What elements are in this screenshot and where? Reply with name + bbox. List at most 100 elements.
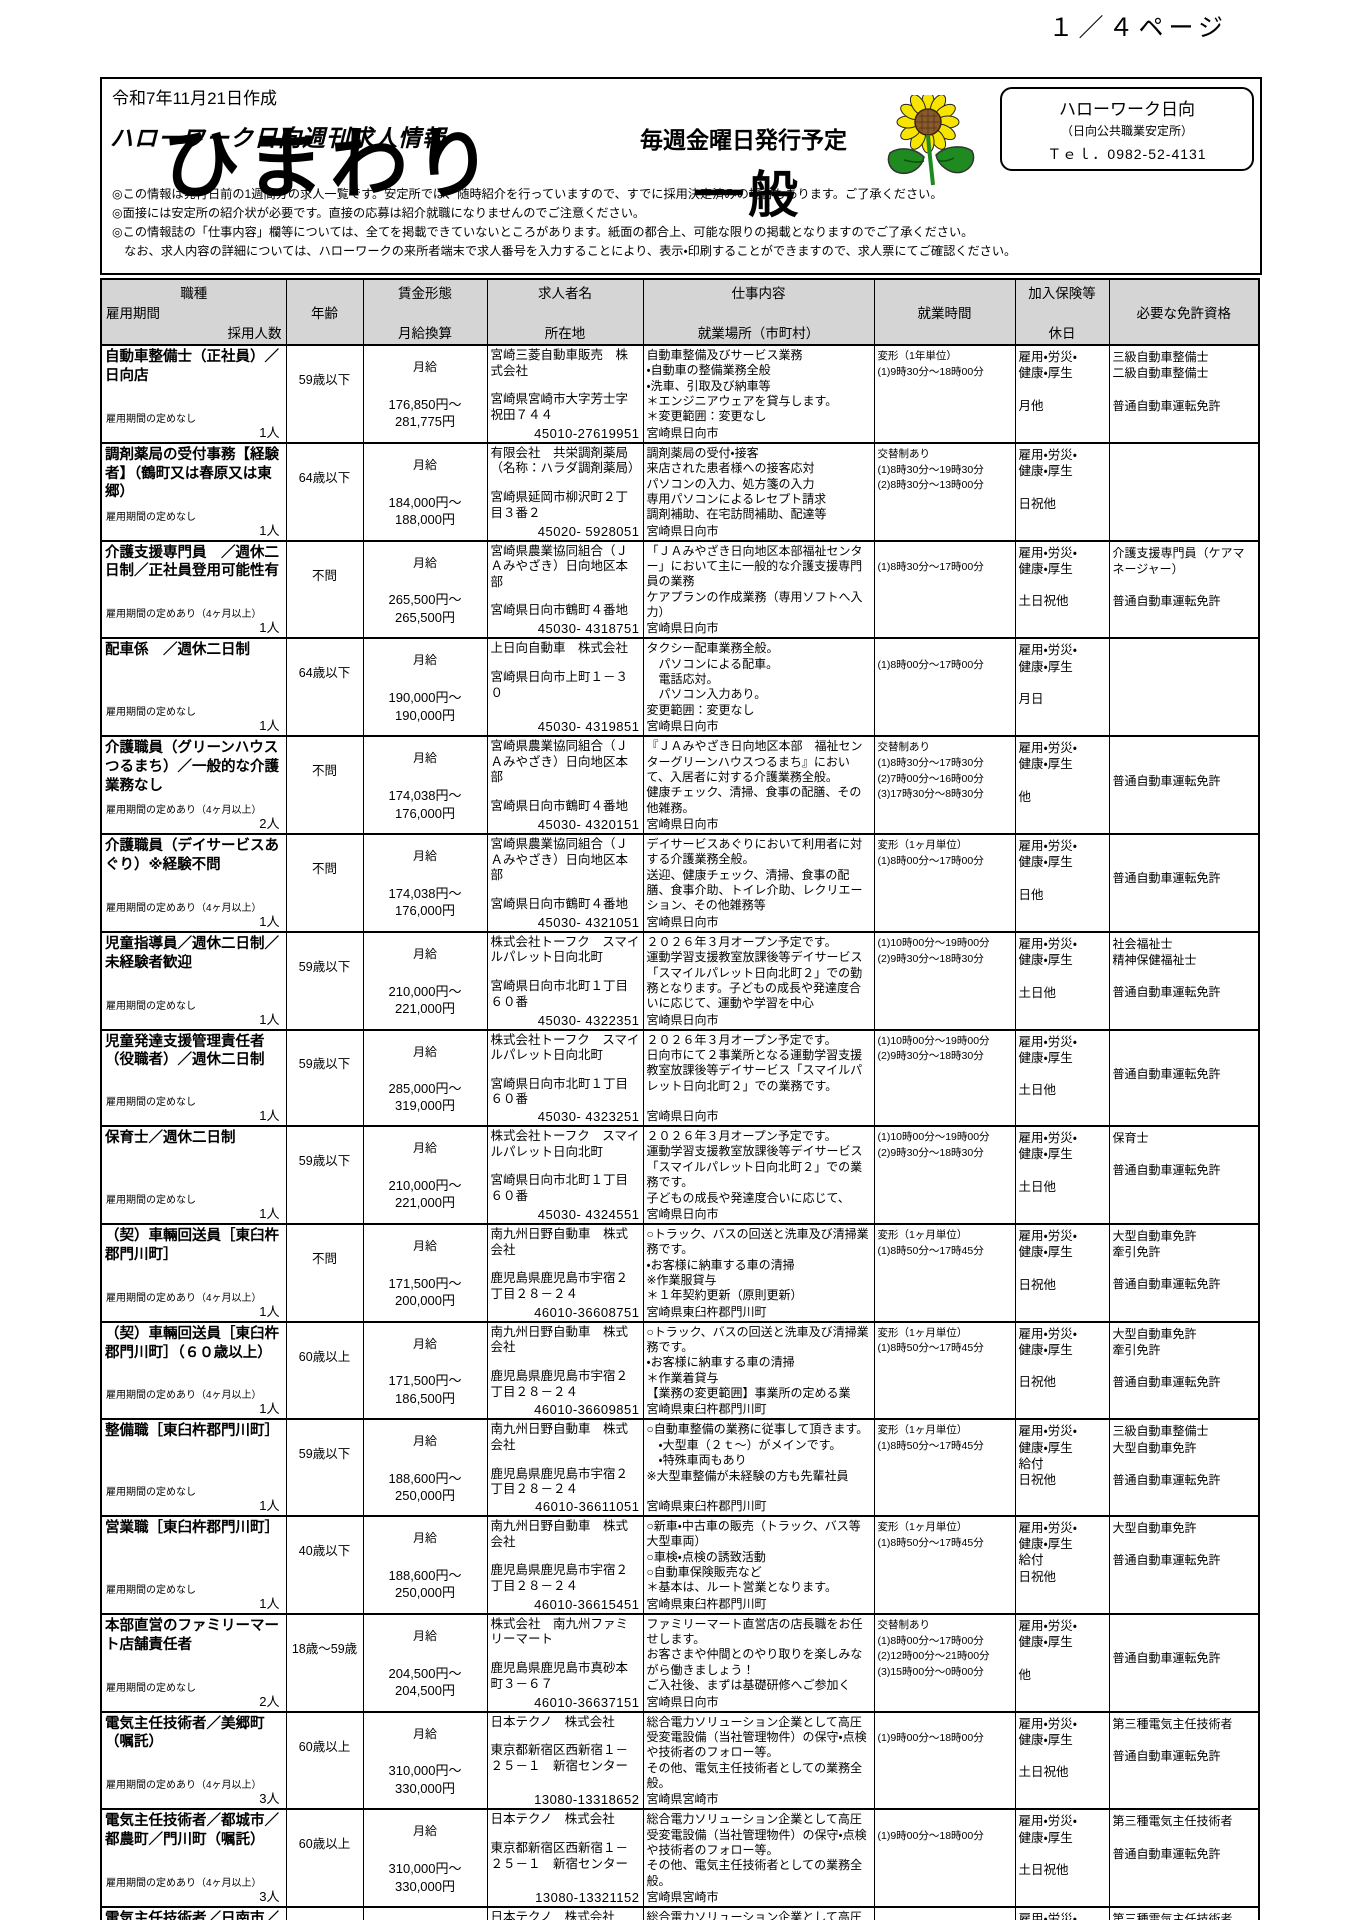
job-title: 電気主任技術者／日南市／延岡市／日向市（嘱託）: [105, 1911, 279, 1920]
wage-range: 204,500円～ 204,500円: [388, 1665, 462, 1699]
employer-cell: 株式会社トーフク スマイルパレット日向北町 宮崎県日向市北町１丁目６０番 450…: [486, 1125, 644, 1225]
job-content-cell: 総合電力ソリューション企業として高圧受変電設備（当社管理物件）の保守・点検や技術…: [642, 1808, 875, 1908]
work-location: 宮崎県日向市: [646, 621, 719, 636]
insurance-cell: 雇用・労災・ 健康・厚生 土日祝他: [1014, 540, 1110, 639]
employer-address: 東京都新宿区西新宿１－２５－１ 新宿センター: [490, 1840, 629, 1871]
job-title: 営業職［東臼杵郡門川町］: [105, 1519, 279, 1536]
hires-count: 1人: [259, 718, 280, 734]
job-content-cell: 調剤薬局の受付・接客 来店された患者様への接客応対 パソコンの入力、処方箋の入力…: [642, 442, 875, 542]
wage-cell: 月給 210,000円～ 221,000円: [362, 931, 488, 1031]
wage-type: 月給: [412, 946, 437, 961]
age-cell: 18歳～59歳: [285, 1613, 364, 1713]
licenses-cell: 大型自動車免許 普通自動車運転免許: [1108, 1515, 1260, 1615]
hours-cell: (1)10時00分～19時00分 (2)9時30分～18時30分: [873, 1029, 1016, 1127]
required-licenses: 保育士 普通自動車運転免許: [1112, 1131, 1221, 1178]
required-licenses: 三級自動車整備士 大型自動車免許 普通自動車運転免許: [1112, 1424, 1221, 1488]
wage-cell: 月給 310,000円～ 330,000円: [362, 1808, 488, 1908]
employer-cell: 南九州日野自動車 株式会社 鹿児島県鹿児島市宇宿２丁目２８－２４ 46010-3…: [486, 1321, 644, 1420]
insurance-and-holiday: 雇用・労災・ 健康・厚生 土日祝他: [1018, 1814, 1078, 1878]
occupation-cell: 電気主任技術者／日南市／延岡市／日向市（嘱託） 雇用期間の定めあり（4ヶ月以上）…: [100, 1906, 287, 1920]
occupation-cell: 保育士／週休二日制 雇用期間の定めなし 1人: [100, 1125, 287, 1225]
hours-cell: 変形（1ヶ月単位） (1)8時50分～17時45分: [873, 1515, 1016, 1615]
employment-period: 雇用期間の定めあり（4ヶ月以上）: [106, 902, 262, 914]
job-number: 45030- 4321051: [537, 914, 640, 930]
hires-count: 1人: [259, 1205, 280, 1221]
job-content-cell: ２０２６年３月オープン予定です。 運動学習支援教室放課後等デイサービス「スマイル…: [642, 931, 875, 1031]
work-location: 宮崎県日向市: [646, 1206, 719, 1221]
hires-count: 2人: [259, 1693, 280, 1709]
age-cell: 59歳以下: [285, 344, 364, 444]
job-listings-table: 職種 雇用期間 採用人数 年齢 賃金形態 月給換算 求人者名 所在地 仕事内容 就業場…: [100, 278, 1260, 1920]
occupation-cell: 児童発達支援管理責任者（役職者）／週休二日制 雇用期間の定めなし 1人: [100, 1029, 287, 1127]
hours-cell: (1)9時00分～18時00分: [873, 1711, 1016, 1810]
wage-range: 190,000円～ 190,000円: [388, 690, 462, 723]
wage-range: 210,000円～ 221,000円: [388, 1177, 462, 1211]
work-hours: 変形（1ヶ月単位） (1)8時50分～17時45分: [877, 1326, 984, 1355]
employer-name: 株式会社トーフク スマイルパレット日向北町: [490, 1129, 640, 1159]
hires-count: 2人: [259, 815, 280, 831]
employment-period: 雇用期間の定めなし: [106, 1097, 196, 1109]
job-content-cell: ○トラック、バスの回送と洗車及び清掃業務です。 ・お客様に納車する車の清掃 ※作…: [642, 1223, 875, 1323]
employer-address: 宮崎県延岡市柳沢町２丁目３番２: [490, 490, 629, 520]
wage-type: 月給: [412, 1141, 437, 1156]
wage-cell: 月給 171,500円～ 186,500円: [362, 1321, 488, 1420]
licenses-cell: 普通自動車運転免許: [1108, 833, 1260, 933]
hires-count: 1人: [259, 1108, 280, 1124]
employer-cell: 宮崎県農業協同組合（ＪＡみやざき）日向地区本部 宮崎県日向市鶴町４番地 4503…: [486, 735, 644, 835]
wage-range: 310,000円～ 330,000円: [388, 1861, 462, 1894]
newsletter-title: ひまわり: [162, 120, 499, 208]
work-hours: (1)8時00分～17時00分: [877, 659, 984, 672]
wage-cell: 月給 174,038円～ 176,000円: [362, 833, 488, 933]
wage-cell: 月給 285,000円～ 319,000円: [362, 1029, 488, 1127]
job-title: 介護支援専門員 ／週休二日制／正社員登用可能性有: [105, 544, 279, 580]
insurance-and-holiday: 雇用・労災・ 健康・厚生 日祝他: [1018, 447, 1078, 511]
employment-period: 雇用期間の定めなし: [106, 511, 196, 523]
work-location: 宮崎県宮崎市: [646, 1792, 719, 1807]
work-location: 宮崎県日向市: [646, 914, 719, 929]
hours-cell: 変形（1ヶ月単位） (1)8時50分～17時45分: [873, 1418, 1016, 1517]
job-title: 本部直営のファミリーマート店舗責任者: [105, 1617, 279, 1653]
insurance-cell: 雇用・労災・ 健康・厚生 土日他: [1014, 1029, 1110, 1127]
insurance-and-holiday: 雇用・労災・ 健康・厚生 月他: [1018, 350, 1078, 413]
employer-cell: 株式会社トーフク スマイルパレット日向北町 宮崎県日向市北町１丁目６０番 450…: [486, 1029, 644, 1127]
hours-cell: (1)8時30分～17時00分: [873, 540, 1016, 639]
employment-period: 雇用期間の定めなし: [106, 1682, 196, 1694]
wage-type: 月給: [412, 1726, 437, 1741]
wage-range: 174,038円～ 176,000円: [388, 885, 462, 919]
occupation-cell: 児童指導員／週休二日制／未経験者歓迎 雇用期間の定めなし 1人: [100, 931, 287, 1031]
job-listing-row: 介護支援専門員 ／週休二日制／正社員登用可能性有 雇用期間の定めあり（4ヶ月以上…: [100, 540, 1260, 639]
required-licenses: 第三種電気主任技術者 普通自動車運転免許: [1112, 1814, 1233, 1861]
age-limit: 60歳以上: [298, 1837, 351, 1852]
age-cell: 59歳以下: [285, 1029, 364, 1127]
wage-range: 174,038円～ 176,000円: [388, 788, 462, 821]
wage-type: 月給: [412, 653, 437, 668]
required-licenses: 介護支援専門員（ケアマネージャー） 普通自動車運転免許: [1112, 545, 1245, 609]
work-location: 宮崎県日向市: [646, 719, 719, 734]
job-listing-row: 電気主任技術者／都城市／都農町／門川町（嘱託） 雇用期間の定めあり（4ヶ月以上）…: [100, 1808, 1260, 1908]
job-listing-row: 自動車整備士（正社員）／日向店 雇用期間の定めなし 1人 59歳以下 月給 17…: [100, 344, 1260, 444]
wage-type: 月給: [412, 1238, 437, 1253]
required-licenses: 大型自動車免許 牽引免許 普通自動車運転免許: [1112, 1228, 1221, 1292]
insurance-and-holiday: 雇用・労災・ 健康・厚生 土日祝他: [1018, 545, 1078, 609]
licenses-cell: 普通自動車運転免許: [1108, 1613, 1260, 1713]
page-indicator: １／４ページ: [1048, 14, 1228, 42]
employment-period: 雇用期間の定めなし: [106, 413, 196, 425]
required-licenses: 第三種電気主任技術者 普通自動車運転免許: [1112, 1912, 1233, 1920]
job-number: 46010-36637151: [534, 1694, 640, 1710]
age-limit: 59歳以下: [298, 959, 351, 974]
work-hours: (1)10時00分～19時00分 (2)9時30分～18時30分: [877, 1131, 990, 1159]
hires-count: 3人: [259, 1889, 280, 1905]
employer-name: 有限会社 共栄調剤薬局 （名称：ハラダ調剤薬局）: [490, 445, 641, 476]
age-limit: 59歳以下: [298, 1447, 351, 1462]
employment-period: 雇用期間の定めあり（4ヶ月以上）: [106, 1390, 262, 1402]
occupation-cell: 介護職員（グリーンハウスつるまち）／一般的な介護業務なし 雇用期間の定めあり（4…: [100, 735, 287, 835]
job-content-cell: ○新車・中古車の販売（トラック、バス等大型車両） ○車検・点検の誘致活動 ○自動…: [642, 1515, 875, 1615]
job-description: ○トラック、バスの回送と洗車及び清掃業務です。 ・お客様に納車する車の清掃 ※作…: [646, 1226, 869, 1303]
age-cell: 64歳以下: [285, 637, 364, 737]
hours-cell: 変形（1ヶ月単位） (1)8時50分～17時45分: [873, 1321, 1016, 1420]
job-description: デイサービスあぐりにおいて利用者に対する介護業務全般。 送迎、健康チェック、清掃…: [646, 836, 863, 913]
wage-range: 176,850円～ 281,775円: [388, 396, 462, 430]
employer-address: 宮崎県宮崎市大字芳士字祝田７４４: [490, 392, 629, 422]
job-description: 自動車整備及びサービス業務 ・自動車の整備業務全般 ・洗車、引取及び納車等 ＊エ…: [646, 348, 838, 424]
job-content-cell: 「ＪＡみやざき日向地区本部福祉センター」において主に一般的な介護支援専門員の業務…: [642, 540, 875, 639]
